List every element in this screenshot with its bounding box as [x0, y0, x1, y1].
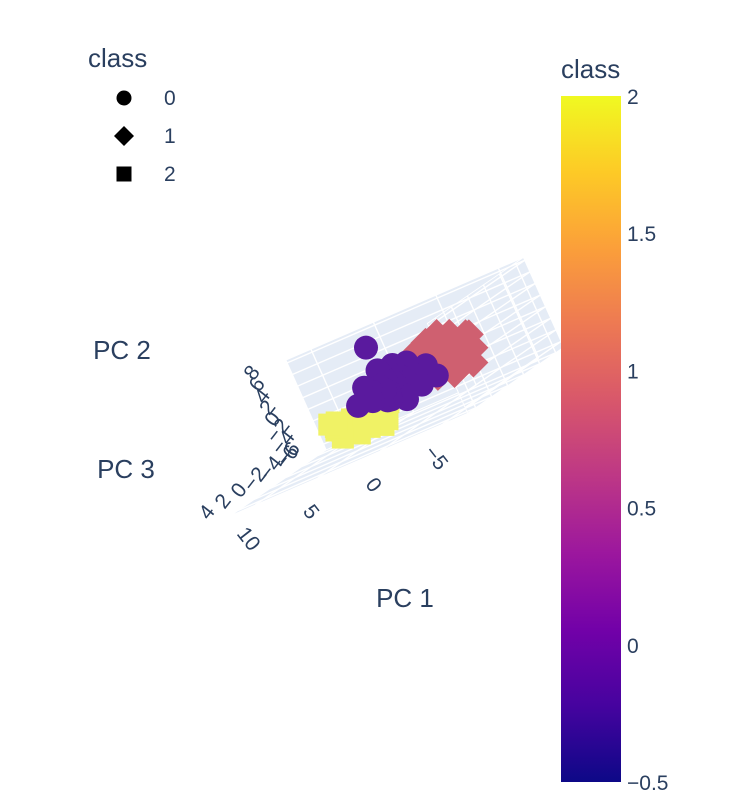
x-tick-label: −5 — [419, 442, 452, 475]
grid-line — [286, 259, 525, 364]
grid-line — [253, 396, 492, 501]
colorbar-gradient — [561, 96, 621, 782]
colorbar-tick-label: 0 — [627, 635, 639, 658]
grid-line — [254, 438, 352, 506]
x-tick-label: 0 — [361, 473, 386, 496]
colorbar-tick-label: 0.5 — [627, 498, 656, 521]
grid-line — [297, 282, 536, 387]
grid-line — [442, 357, 540, 425]
grid-line — [464, 340, 562, 409]
grid-line — [459, 329, 557, 397]
grid-line — [237, 407, 476, 512]
grid-line — [482, 284, 525, 376]
colorbar-tick-label: 1 — [627, 360, 639, 383]
axis-title-z: PC 3 — [97, 454, 155, 484]
grid-line — [466, 295, 509, 387]
grid-line — [292, 271, 531, 376]
grid-line — [428, 259, 526, 327]
colorbar-tick-label: −0.5 — [627, 772, 668, 795]
legend: class 0 1 2 — [88, 43, 176, 186]
data-point-class-2 — [318, 413, 341, 436]
axis-title-y: PC 2 — [93, 335, 151, 365]
x-tick-label: 5 — [298, 500, 323, 523]
colorbar-tick-label: 1.5 — [627, 223, 656, 246]
legend-label: 1 — [164, 125, 176, 148]
x-tick-label: 10 — [232, 523, 265, 556]
data-point-class-0 — [354, 335, 378, 360]
colorbar-title: class — [561, 54, 620, 84]
data-point-class-0 — [346, 393, 371, 418]
grid-line — [514, 262, 557, 354]
legend-symbol-square — [116, 166, 132, 182]
legend-label: 0 — [164, 87, 176, 110]
grid-line — [498, 273, 541, 365]
legend-label: 2 — [164, 163, 176, 186]
legend-title: class — [88, 43, 147, 73]
grid-line — [269, 385, 508, 490]
grid-line — [301, 363, 540, 468]
colorbar: class 2 1.5 1 0.5 0 −0.5 — [561, 54, 668, 795]
legend-item-2[interactable]: 2 — [116, 163, 176, 186]
legend-symbol-circle — [116, 90, 132, 106]
colorbar-tick-label: 2 — [627, 86, 639, 109]
grid-line — [285, 374, 524, 479]
axis-title-x: PC 1 — [376, 583, 434, 613]
legend-item-0[interactable]: 0 — [116, 87, 176, 110]
legend-symbol-diamond — [114, 126, 134, 146]
legend-item-1[interactable]: 1 — [114, 125, 176, 148]
